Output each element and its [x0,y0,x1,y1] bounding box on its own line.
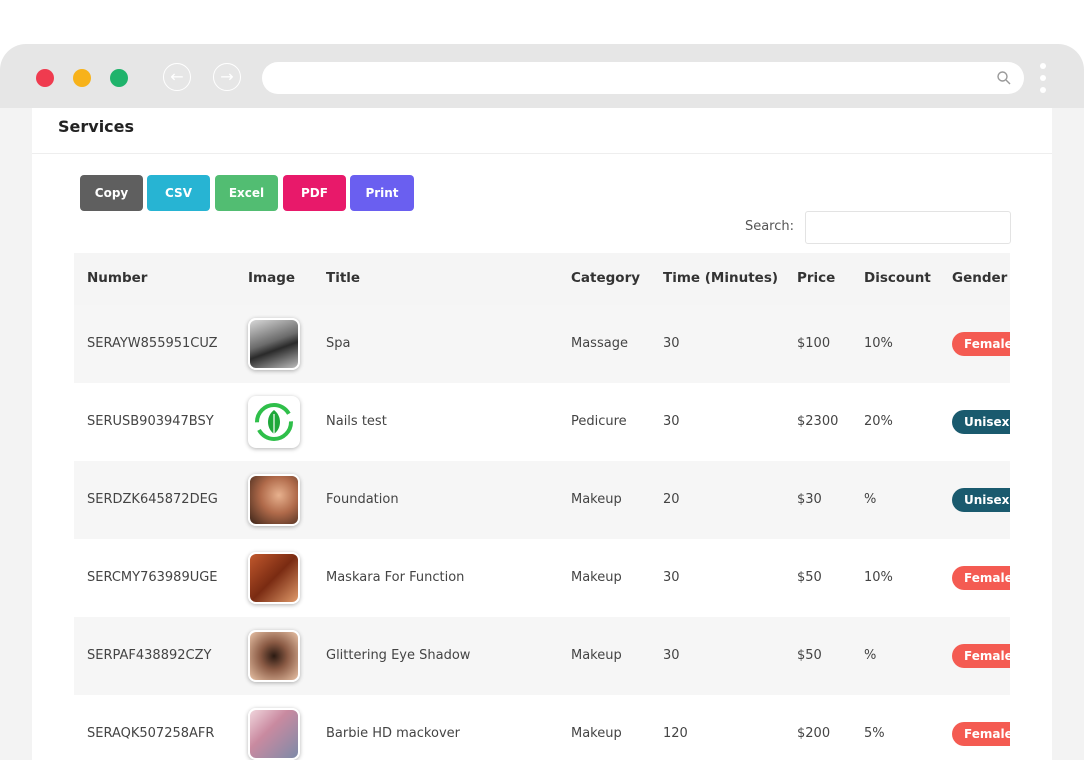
cell-text: % [864,648,877,663]
cell-text: Maskara For Function [326,570,465,585]
cell-text: SERCMY763989UGE [87,570,218,585]
maximize-dot[interactable] [110,69,128,87]
cell-text: Massage [571,336,628,351]
table-row: SERUSB903947BSY Nails test Pedicure 30 $2300… [74,383,1010,461]
cell-text: Pedicure [571,414,627,429]
cell-text: 30 [663,336,680,351]
cell-text: SERUSB903947BSY [87,414,214,429]
cell-text: $30 [797,492,822,507]
cell-text: Glittering Eye Shadow [326,648,471,663]
cell-text: Spa [326,336,351,351]
column-header: Category [571,270,641,286]
cell-text: Makeup [571,492,622,507]
service-image [248,630,300,682]
cell-text: 5% [864,726,885,741]
service-image [248,708,300,760]
header-row: Number Image Title Category Time (Minutes) Pr… [74,253,1010,306]
cell-text: % [864,492,877,507]
export-button[interactable]: Print [350,175,414,211]
cell-text: 30 [663,414,680,429]
export-button[interactable]: Excel [215,175,278,211]
cell-text: Makeup [571,726,622,741]
cell-text: 20% [864,414,893,429]
leaf-icon [255,403,293,441]
column-header: Discount [864,270,931,286]
export-button[interactable]: Copy [80,175,143,211]
cell-text: Nails test [326,414,387,429]
table-row: SERCMY763989UGE Maskara For Function Makeu… [74,539,1010,617]
page-title: Services [58,117,135,136]
service-image [248,552,300,604]
cell-text: Makeup [571,570,622,585]
service-image [248,318,300,370]
cell-text: 10% [864,570,893,585]
export-button[interactable]: PDF [283,175,346,211]
back-button[interactable]: ← [163,63,191,91]
column-header: Price [797,270,836,286]
gender-badge: Female [952,566,1010,590]
cell-text: $2300 [797,414,839,429]
menu-icon[interactable] [1038,62,1048,98]
cell-text: 30 [663,648,680,663]
column-header: Title [326,270,361,286]
column-header: Number [87,270,148,286]
cell-text: SERAQK507258AFR [87,726,215,741]
service-image [248,396,300,448]
cell-text: 20 [663,492,680,507]
cell-text: Barbie HD mackover [326,726,460,741]
table-row: SERAQK507258AFR Barbie HD mackover Makeup 1… [74,695,1010,760]
search-icon [997,71,1011,85]
cell-text: Foundation [326,492,399,507]
cell-text: $200 [797,726,831,741]
gender-badge: Unisex [952,410,1010,434]
gender-badge: Unisex [952,488,1010,512]
gender-badge: Female [952,644,1010,668]
column-header: Time (Minutes) [663,270,779,286]
cell-text: $100 [797,336,831,351]
column-header: Image [248,270,296,286]
cell-text: 10% [864,336,893,351]
service-image [248,474,300,526]
search-input[interactable] [805,211,1011,244]
column-header: Gender [952,270,1008,286]
cell-text: SERAYW855951CUZ [87,336,218,351]
divider [32,153,1052,154]
cell-text: $50 [797,648,822,663]
gender-badge: Female [952,332,1010,356]
cell-text: $50 [797,570,822,585]
export-button[interactable]: CSV [147,175,210,211]
close-dot[interactable] [36,69,54,87]
table-row: SERDZK645872DEG Foundation Makeup 20 $30% Uni… [74,461,1010,539]
table-row: SERPAF438892CZY Glittering Eye Shadow Make… [74,617,1010,695]
cell-text: 120 [663,726,688,741]
minimize-dot[interactable] [73,69,91,87]
cell-text: 30 [663,570,680,585]
address-bar[interactable] [262,62,1024,94]
cell-text: SERDZK645872DEG [87,492,218,507]
search-label: Search: [744,219,794,234]
table: Number Image Title Category Time (Minutes) Pr… [74,253,1010,760]
cell-text: SERPAF438892CZY [87,648,212,663]
gender-badge: Female [952,722,1010,746]
forward-button[interactable]: → [213,63,241,91]
cell-text: Makeup [571,648,622,663]
table-row: SERAYW855951CUZ Spa Massage 30 $100 10% Female [74,305,1010,383]
